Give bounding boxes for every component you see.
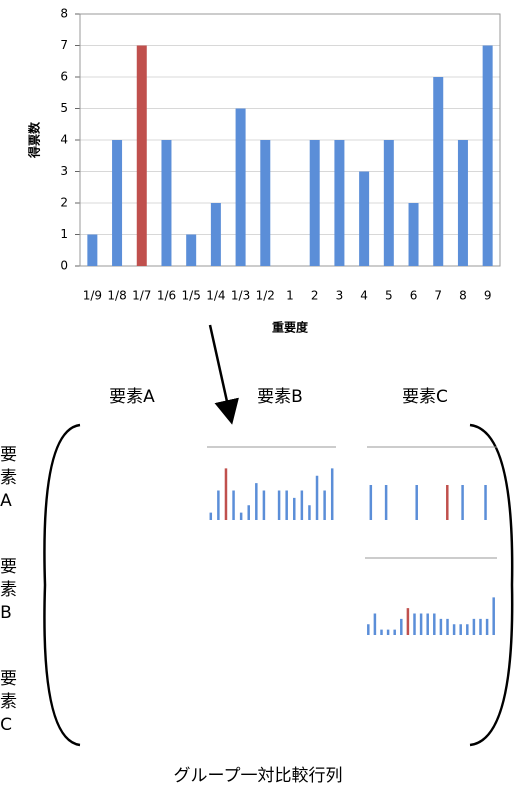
bar: [413, 613, 416, 635]
bar: [308, 505, 311, 520]
arrow: [208, 324, 239, 425]
y-tick-label: 1: [60, 227, 68, 241]
bar: [323, 490, 326, 520]
bar: [112, 140, 123, 266]
bar: [446, 618, 449, 635]
bar: [334, 140, 345, 266]
bar: [210, 203, 221, 266]
bar: [466, 624, 469, 635]
row-header: 要素B: [0, 557, 17, 629]
plot-frame: [79, 13, 501, 267]
bar: [415, 485, 418, 520]
y-tick-label: 0: [60, 259, 68, 273]
y-tick-label: 5: [60, 101, 68, 115]
bar: [446, 485, 449, 520]
bar: [285, 490, 288, 520]
bar: [485, 618, 489, 635]
bar: [136, 45, 147, 266]
x-tick-label: 1/7: [132, 289, 151, 303]
bar: [87, 234, 98, 266]
bar: [406, 608, 410, 635]
x-tick-label: 7: [434, 289, 442, 303]
bar: [452, 624, 456, 635]
x-tick-label: 1/5: [182, 289, 201, 303]
bar: [461, 485, 464, 520]
x-tick-label: 2: [311, 289, 319, 303]
x-tick-label: 1/4: [206, 289, 225, 303]
y-tick-label: 8: [60, 7, 68, 21]
x-tick-label: 4: [360, 289, 368, 303]
bar: [186, 234, 197, 266]
bar: [393, 629, 396, 635]
bar: [484, 485, 487, 520]
bar: [239, 512, 243, 520]
bar: [309, 140, 320, 266]
bar: [209, 512, 213, 520]
bar: [373, 613, 377, 635]
bar: [161, 140, 172, 266]
bar: [384, 485, 388, 520]
bar: [479, 618, 482, 635]
x-tick-label: 3: [336, 289, 344, 303]
bar: [300, 490, 304, 520]
bar: [367, 624, 370, 635]
bar: [235, 108, 246, 266]
left-bracket: [43, 423, 81, 747]
y-tick-label: 2: [60, 196, 68, 210]
bar: [247, 505, 250, 520]
bar: [217, 490, 220, 520]
x-axis-label: 重要度: [272, 320, 309, 335]
x-tick-label: 1/9: [83, 289, 102, 303]
x-tick-label: 1/8: [107, 289, 126, 303]
bar: [359, 171, 370, 266]
y-tick-label: 6: [60, 70, 68, 84]
right-bracket: [469, 423, 514, 747]
x-tick-label: 1: [286, 289, 294, 303]
bar: [459, 624, 462, 635]
bar: [482, 45, 493, 266]
bar: [426, 613, 429, 635]
row-header: 要素A: [0, 445, 17, 517]
caption: グループ一対比較行列: [174, 766, 343, 786]
bar: [492, 597, 495, 635]
bar: [457, 140, 468, 266]
bar: [433, 613, 436, 635]
bar: [277, 490, 281, 520]
x-tick-label: 5: [385, 289, 393, 303]
bar: [315, 475, 319, 520]
y-tick-label: 3: [60, 164, 68, 178]
bar: [232, 490, 235, 520]
bar: [262, 490, 266, 520]
bar: [408, 203, 419, 266]
bar: [419, 613, 423, 635]
x-tick-label: 8: [459, 289, 467, 303]
x-tick-label: 6: [410, 289, 418, 303]
row-header: 要素C: [0, 669, 17, 741]
bar: [255, 483, 258, 520]
x-tick-label: 1/2: [256, 289, 275, 303]
bar: [433, 77, 444, 266]
y-axis-label: 得票数: [27, 121, 42, 159]
bar: [369, 485, 373, 520]
bar: [400, 618, 403, 635]
bar: [293, 497, 296, 520]
bar: [472, 618, 476, 635]
y-tick-label: 7: [60, 38, 68, 52]
bar: [330, 468, 334, 520]
x-tick-label: 9: [484, 289, 492, 303]
bar: [224, 468, 228, 520]
bar: [383, 140, 394, 266]
column-header: 要素B: [257, 387, 303, 407]
bar: [386, 629, 390, 635]
bar: [380, 629, 383, 635]
x-tick-label: 1/3: [231, 289, 250, 303]
bar: [439, 618, 443, 635]
x-tick-label: 1/6: [157, 289, 176, 303]
y-tick-label: 4: [60, 133, 68, 147]
column-header: 要素A: [109, 387, 155, 407]
bar: [260, 140, 271, 266]
column-header: 要素C: [402, 387, 448, 407]
